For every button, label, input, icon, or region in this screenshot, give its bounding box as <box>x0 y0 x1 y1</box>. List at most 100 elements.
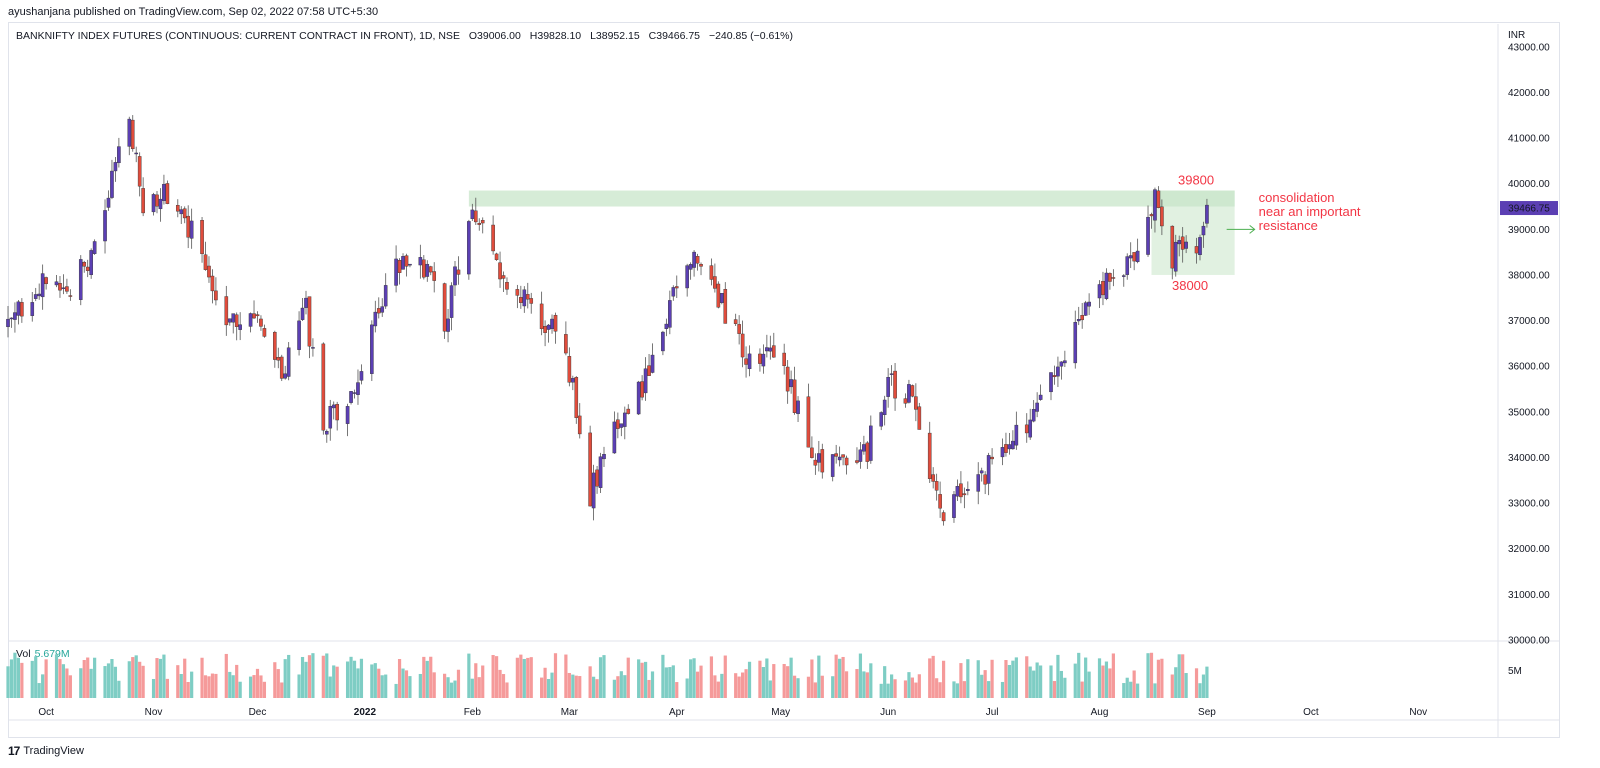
volume-bar <box>151 678 156 698</box>
volume-bar <box>141 665 145 698</box>
volume-bar <box>394 683 398 698</box>
candle-body <box>248 313 253 327</box>
candle-body <box>30 302 35 316</box>
currency-label: INR <box>1508 30 1525 41</box>
candle-body <box>467 221 471 275</box>
candle-body <box>380 306 385 313</box>
candle-body <box>643 368 648 394</box>
volume-bar <box>588 666 592 698</box>
candle-body <box>1028 419 1033 438</box>
candle-body <box>370 324 374 374</box>
candle-body <box>273 331 277 360</box>
candle-body <box>238 324 242 330</box>
volume-legend[interactable]: Vol 5.679M <box>16 648 70 660</box>
price-tick-label: 39000.00 <box>1508 225 1550 236</box>
volume-bar <box>598 657 603 698</box>
symbol-name[interactable]: BANKNIFTY INDEX FUTURES (CONTINUOUS: CUR… <box>16 30 460 42</box>
price-tick-label: 43000.00 <box>1508 42 1550 53</box>
candle-body <box>595 469 599 487</box>
candle-body <box>830 454 835 477</box>
candle-body <box>252 313 256 319</box>
candle-body <box>661 331 665 352</box>
candle-body <box>473 210 478 223</box>
candle-body <box>189 220 194 239</box>
volume-bar <box>1077 652 1081 698</box>
volume-bar <box>917 674 921 698</box>
grid-lines <box>8 24 1560 738</box>
candle-body <box>979 470 984 474</box>
ohlc-change: −240.85 (−0.61%) <box>708 30 794 42</box>
candle-body <box>1132 252 1136 262</box>
volume-bar <box>772 664 776 698</box>
volume-bar <box>481 665 485 698</box>
volume-bar <box>931 655 935 698</box>
volume-bar <box>1111 653 1115 698</box>
candle-body <box>234 314 239 327</box>
candle-body <box>886 377 890 397</box>
volume-bar <box>300 656 305 698</box>
candle-body <box>6 318 10 328</box>
candle-body <box>40 273 45 298</box>
candle-body <box>622 412 627 427</box>
candle-body <box>182 208 187 219</box>
volume-bar <box>6 666 10 698</box>
volume-bar <box>841 656 845 698</box>
volume-bar <box>58 659 62 698</box>
time-axis[interactable]: Oct Nov Dec 2022 Feb Mar Apr May Jun Jul Aug Sep Oct… <box>38 707 1427 718</box>
candle-body <box>453 266 457 286</box>
volume-bar <box>477 677 481 698</box>
candle-body <box>893 370 897 399</box>
candle-body <box>130 119 135 150</box>
candle-body <box>1121 275 1126 277</box>
candle-body <box>1035 402 1039 412</box>
volume-bar <box>1039 665 1043 698</box>
candle-body <box>1111 277 1116 279</box>
candle-body <box>227 318 232 323</box>
annotation-note-line: consolidation <box>1259 190 1335 205</box>
volume-bar <box>429 656 433 698</box>
volume-bar <box>1194 668 1199 698</box>
volume-bar <box>332 665 336 698</box>
candles <box>6 115 1209 526</box>
candle-body <box>373 311 378 327</box>
time-tick-label: Apr <box>669 707 685 718</box>
candle-body <box>141 188 145 214</box>
volume-bar <box>893 679 897 698</box>
candle-body <box>422 259 426 278</box>
footer-brand: TradingView <box>23 745 84 757</box>
price-axis[interactable]: INR 30000.00 31000.00 32000.00 33000.00 34000… <box>1500 30 1558 677</box>
candle-body <box>844 457 849 466</box>
volume-bar <box>110 659 114 698</box>
candle-body <box>501 275 506 279</box>
candle-body <box>1101 281 1105 296</box>
volume-bar <box>592 676 596 698</box>
volume-bar <box>716 681 720 698</box>
candle-body <box>907 384 911 403</box>
candle-body <box>1076 319 1081 322</box>
candle-body <box>869 425 873 461</box>
candle-body <box>543 326 547 333</box>
annotation-arrow-head <box>1249 224 1256 234</box>
volume-bar <box>1108 668 1112 698</box>
candle-body <box>640 381 644 398</box>
volume-bar <box>283 659 287 698</box>
price-tick-label: 31000.00 <box>1508 590 1550 601</box>
candle-body <box>841 454 845 458</box>
price-tick-label: 32000.00 <box>1508 544 1550 555</box>
candle-body <box>903 398 908 404</box>
footer[interactable]: 17 TradingView <box>8 744 84 758</box>
ohlc-close: C39466.75 <box>648 30 701 42</box>
candle-body <box>1153 189 1157 221</box>
candle-body <box>1083 302 1088 316</box>
volume-bar <box>373 663 377 698</box>
volume-bar <box>1084 657 1088 698</box>
price-tick-label: 35000.00 <box>1508 407 1550 418</box>
volume-bar <box>675 682 679 698</box>
candle-body <box>546 324 551 330</box>
volume-bar <box>817 655 821 698</box>
annotation-note-line: resistance <box>1259 218 1318 233</box>
volume-bar <box>443 673 447 698</box>
candle-body <box>401 256 405 270</box>
candle-body <box>550 318 554 330</box>
